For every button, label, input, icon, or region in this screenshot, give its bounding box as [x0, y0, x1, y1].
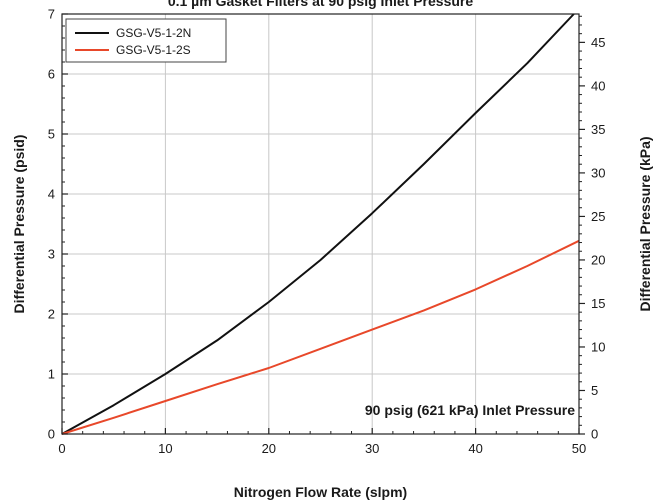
y-tick-label-6: 6 — [48, 67, 55, 82]
y-tick-label-3: 3 — [48, 247, 55, 262]
plot-frame — [61, 13, 580, 435]
y2-tick-label-10: 10 — [591, 339, 605, 354]
x-tick-label-30: 30 — [365, 441, 379, 456]
series-line-gsg-v5-1-2n — [61, 13, 575, 435]
legend-label-gsg-v5-1-2n: GSG-V5-1-2N — [116, 26, 191, 40]
x-tick-label-10: 10 — [158, 441, 172, 456]
x-tick-label-50: 50 — [572, 441, 586, 456]
y-tick-label-5: 5 — [48, 127, 55, 142]
y-axis-right-title: Differential Pressure (kPa) — [637, 136, 653, 311]
legend: GSG-V5-1-2N GSG-V5-1-2S — [65, 18, 227, 63]
y2-tick-label-30: 30 — [591, 165, 605, 180]
inlet-pressure-annotation: 90 psig (621 kPa) Inlet Pressure — [365, 402, 575, 418]
x-tick-label-40: 40 — [468, 441, 482, 456]
legend-box — [65, 18, 227, 63]
x-tick-label-20: 20 — [262, 441, 276, 456]
y-tick-label-7: 7 — [48, 7, 55, 22]
y-tick-label-2: 2 — [48, 307, 55, 322]
y-tick-label-4: 4 — [48, 187, 55, 202]
y2-tick-label-35: 35 — [591, 122, 605, 137]
y-tick-label-0: 0 — [48, 427, 55, 442]
y-tick-label-1: 1 — [48, 367, 55, 382]
chart-title: 0.1 µm Gasket Filters at 90 psig Inlet P… — [168, 0, 474, 9]
y-axis-left: 0 1 2 3 4 5 6 7 — [48, 7, 68, 442]
x-tick-label-0: 0 — [58, 441, 65, 456]
x-axis-title: Nitrogen Flow Rate (slpm) — [234, 484, 407, 500]
y2-tick-label-40: 40 — [591, 78, 605, 93]
x-axis: 0 10 20 30 40 50 — [58, 428, 586, 456]
y2-tick-label-15: 15 — [591, 296, 605, 311]
legend-label-gsg-v5-1-2s: GSG-V5-1-2S — [116, 43, 191, 57]
y2-tick-label-45: 45 — [591, 35, 605, 50]
series-lines — [61, 13, 580, 435]
y2-tick-label-20: 20 — [591, 252, 605, 267]
series-line-gsg-v5-1-2s — [61, 239, 580, 435]
y2-tick-label-25: 25 — [591, 209, 605, 224]
y-axis-left-title: Differential Pressure (psid) — [11, 135, 27, 314]
y2-tick-label-5: 5 — [591, 383, 598, 398]
y-axis-right: 0 5 10 15 20 25 30 35 40 45 — [579, 15, 605, 442]
y2-tick-label-0: 0 — [591, 427, 598, 442]
